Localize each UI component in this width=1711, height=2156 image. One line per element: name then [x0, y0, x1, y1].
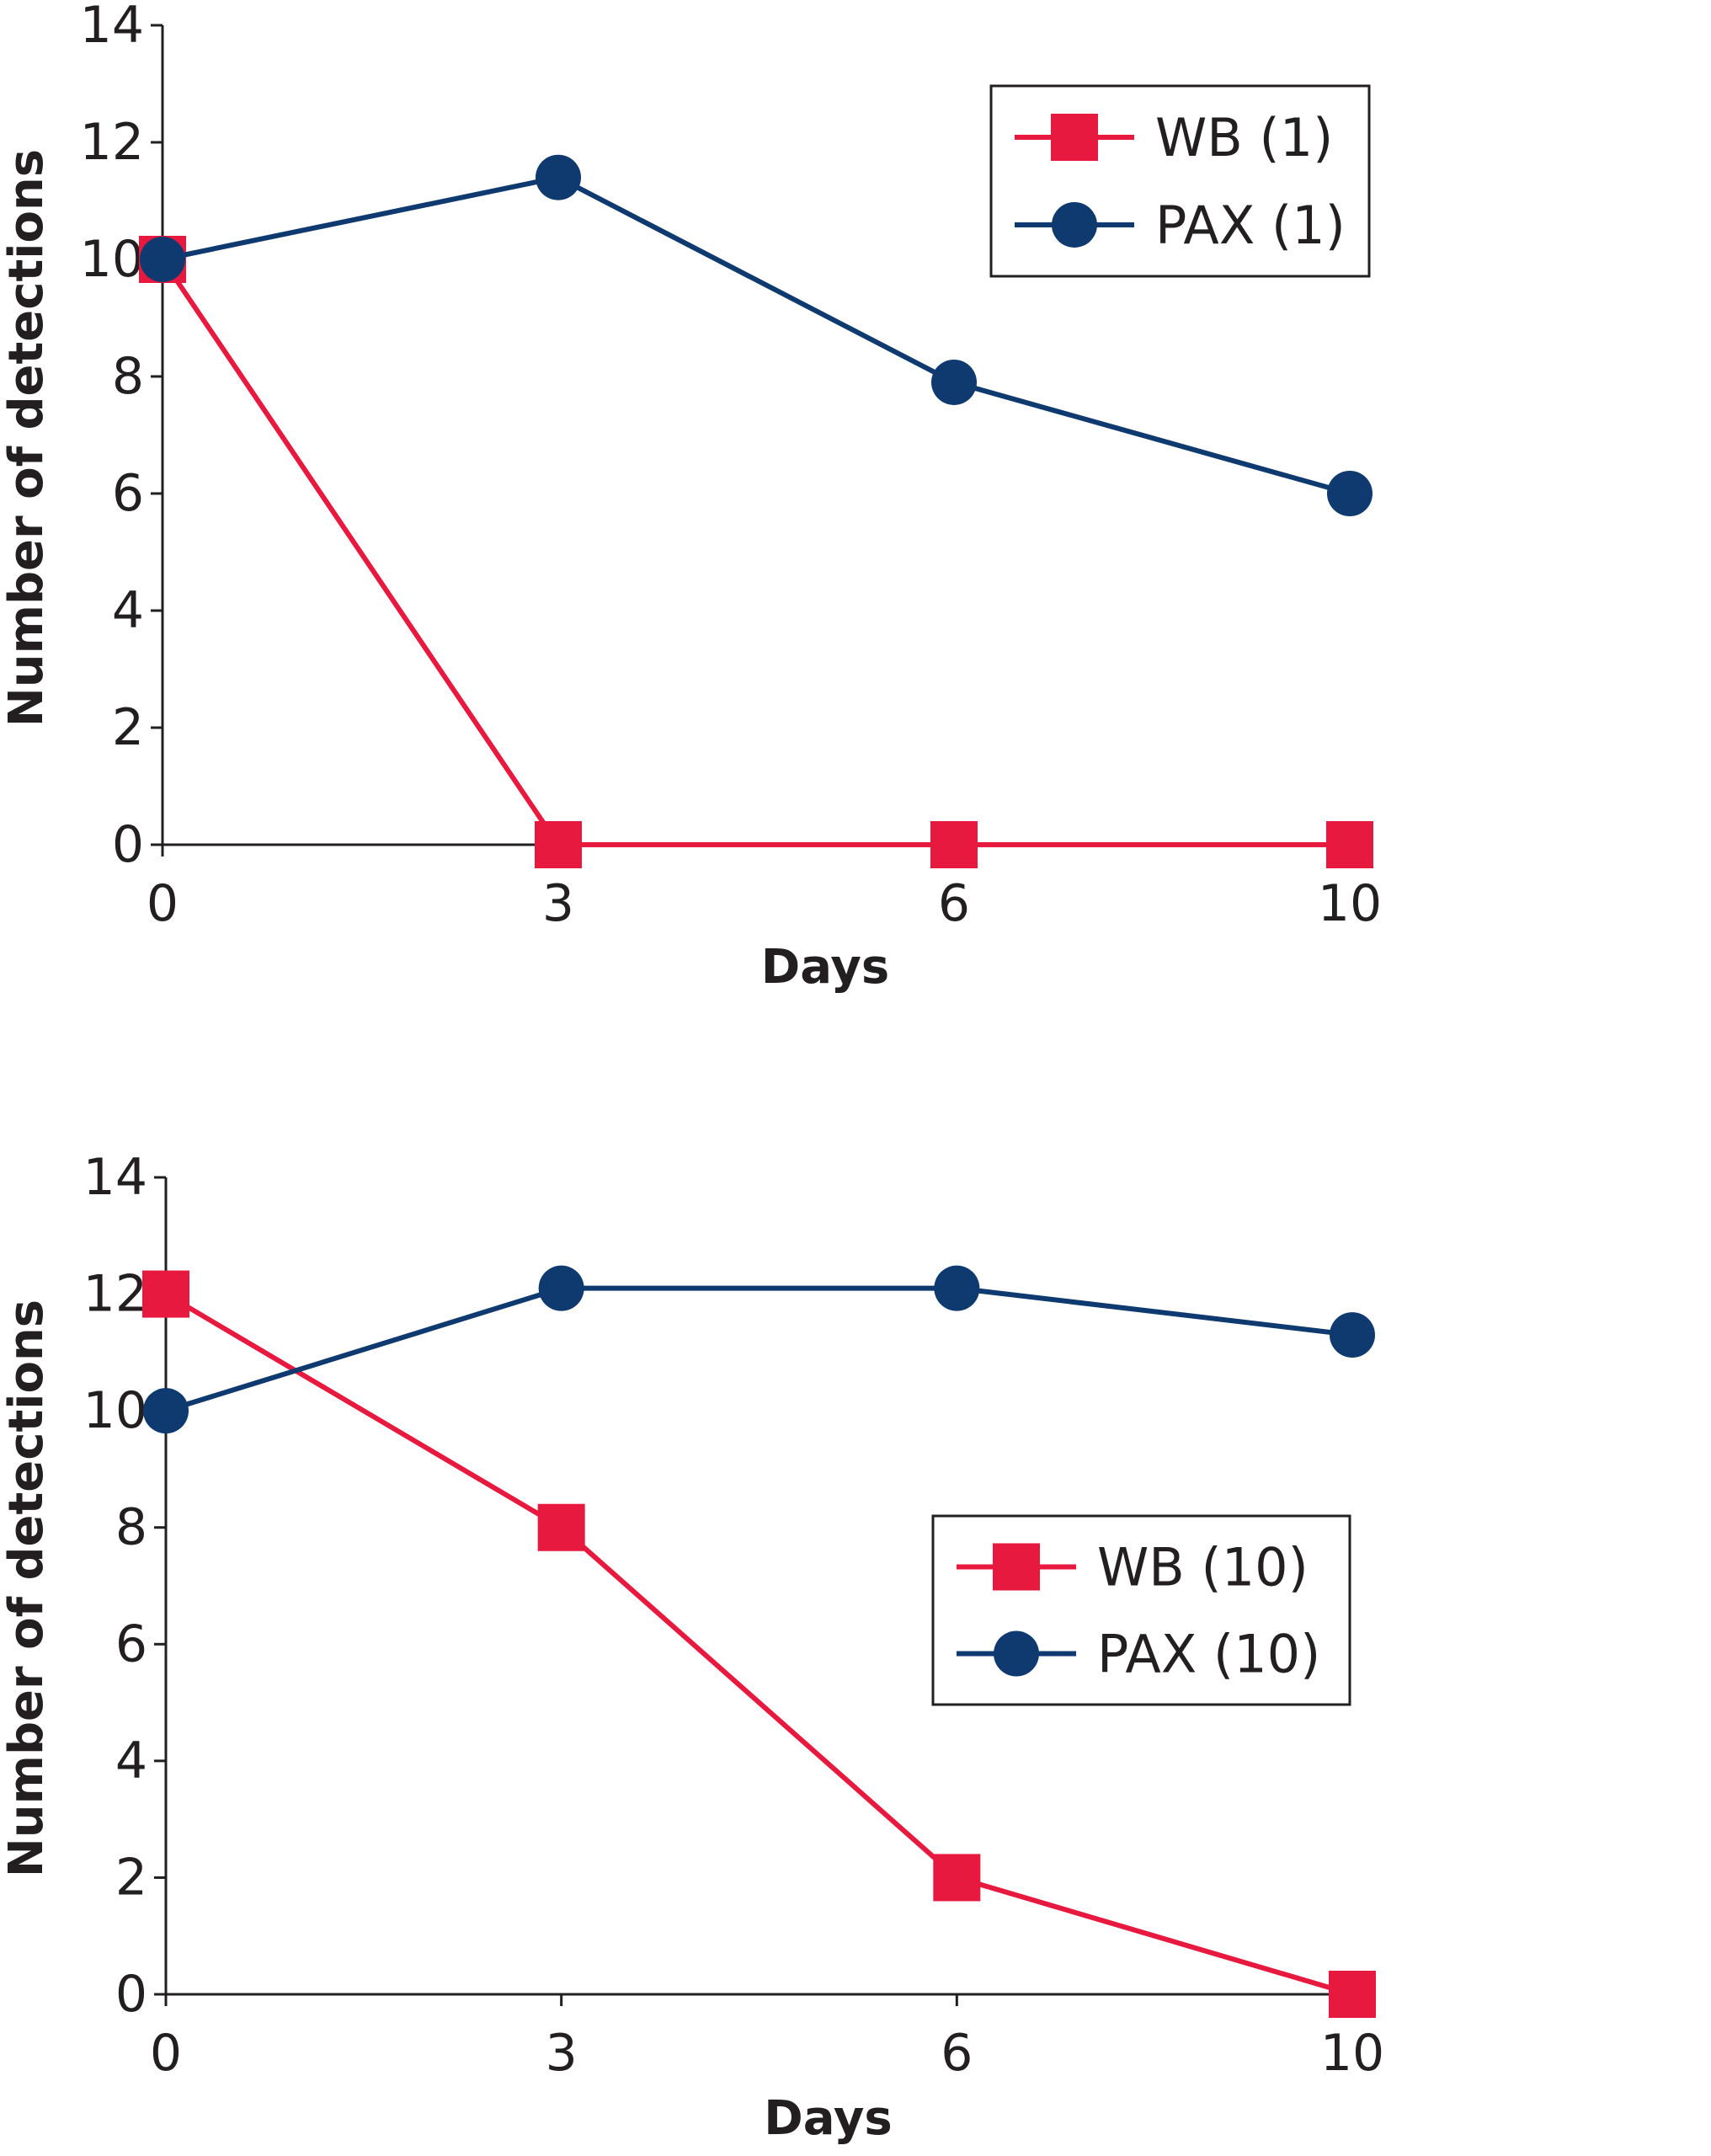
y-tick-label: 6 [115, 1614, 147, 1673]
data-point-wb [933, 1854, 981, 1902]
data-point-pax [1327, 471, 1373, 516]
legend-label-pax: PAX (10) [1097, 1624, 1320, 1685]
series-line-pax [165, 1285, 1353, 1414]
data-point-pax [931, 359, 977, 405]
series-line-wb [160, 258, 1350, 847]
legend: WB (10) PAX (10) [931, 1514, 1351, 1706]
data-point-pax [934, 1265, 980, 1311]
y-tick-label: 4 [115, 1732, 147, 1790]
y-tick-label: 0 [115, 1965, 147, 2024]
x-axis-title: Days [761, 940, 889, 995]
data-point-pax [1330, 1312, 1375, 1358]
y-tick-label: 14 [83, 1148, 147, 1207]
x-tick-label: 10 [1320, 2024, 1384, 2083]
data-point-wb [537, 1503, 585, 1551]
data-point-wb [142, 1270, 189, 1318]
y-tick-label: 6 [112, 464, 144, 523]
data-point-wb [535, 821, 582, 868]
legend-marker-pax [1052, 201, 1097, 248]
x-axis-title: Days [764, 2091, 892, 2146]
data-point-pax [143, 1388, 189, 1434]
y-tick-label: 12 [80, 113, 144, 172]
legend-marker-wb [1051, 114, 1098, 162]
y-tick-label: 10 [83, 1381, 147, 1440]
y-tick-label: 2 [112, 698, 144, 757]
legend-marker-pax [994, 1630, 1039, 1677]
legend-label-wb: WB (1) [1155, 107, 1333, 168]
y-tick-label: 4 [112, 581, 144, 640]
series-line-wb [164, 1291, 1353, 1997]
legend-marker-wb [993, 1543, 1040, 1591]
data-point-wb [930, 821, 978, 868]
y-tick-label: 8 [112, 347, 144, 406]
y-tick-label: 2 [115, 1848, 147, 1907]
x-tick-label: 3 [542, 874, 574, 933]
x-tick-label: 3 [546, 2024, 578, 2083]
data-point-wb [1329, 1971, 1376, 2018]
data-point-pax [538, 1265, 584, 1311]
x-tick-label: 10 [1318, 874, 1382, 933]
data-point-wb [1326, 821, 1373, 868]
chart-2: 0 2 4 6 8 10 12 14 0 3 6 10 Days Number of detections… [0, 1148, 1384, 2146]
y-tick-label: 8 [115, 1498, 147, 1557]
y-tick-label: 12 [83, 1265, 147, 1324]
x-tick-label: 0 [150, 2024, 182, 2083]
y-axis-title: Number of detections [0, 1299, 54, 1877]
y-tick-label: 10 [80, 230, 144, 289]
chart-1: 0 2 4 6 8 10 12 14 0 3 6 10 Days Number of detections… [0, 0, 1382, 995]
legend-label-wb: WB (10) [1097, 1536, 1309, 1598]
series-line-pax [162, 174, 1351, 496]
legend-label-pax: PAX (1) [1155, 195, 1346, 256]
legend: WB (1) PAX (1) [989, 84, 1371, 278]
x-tick-label: 0 [147, 874, 179, 933]
y-tick-label: 0 [112, 815, 144, 874]
x-tick-label: 6 [938, 874, 970, 933]
data-point-pax [536, 154, 581, 200]
y-axis-title: Number of detections [0, 149, 54, 727]
data-point-pax [140, 237, 185, 282]
x-tick-label: 6 [941, 2024, 973, 2083]
y-tick-label: 14 [80, 0, 144, 55]
